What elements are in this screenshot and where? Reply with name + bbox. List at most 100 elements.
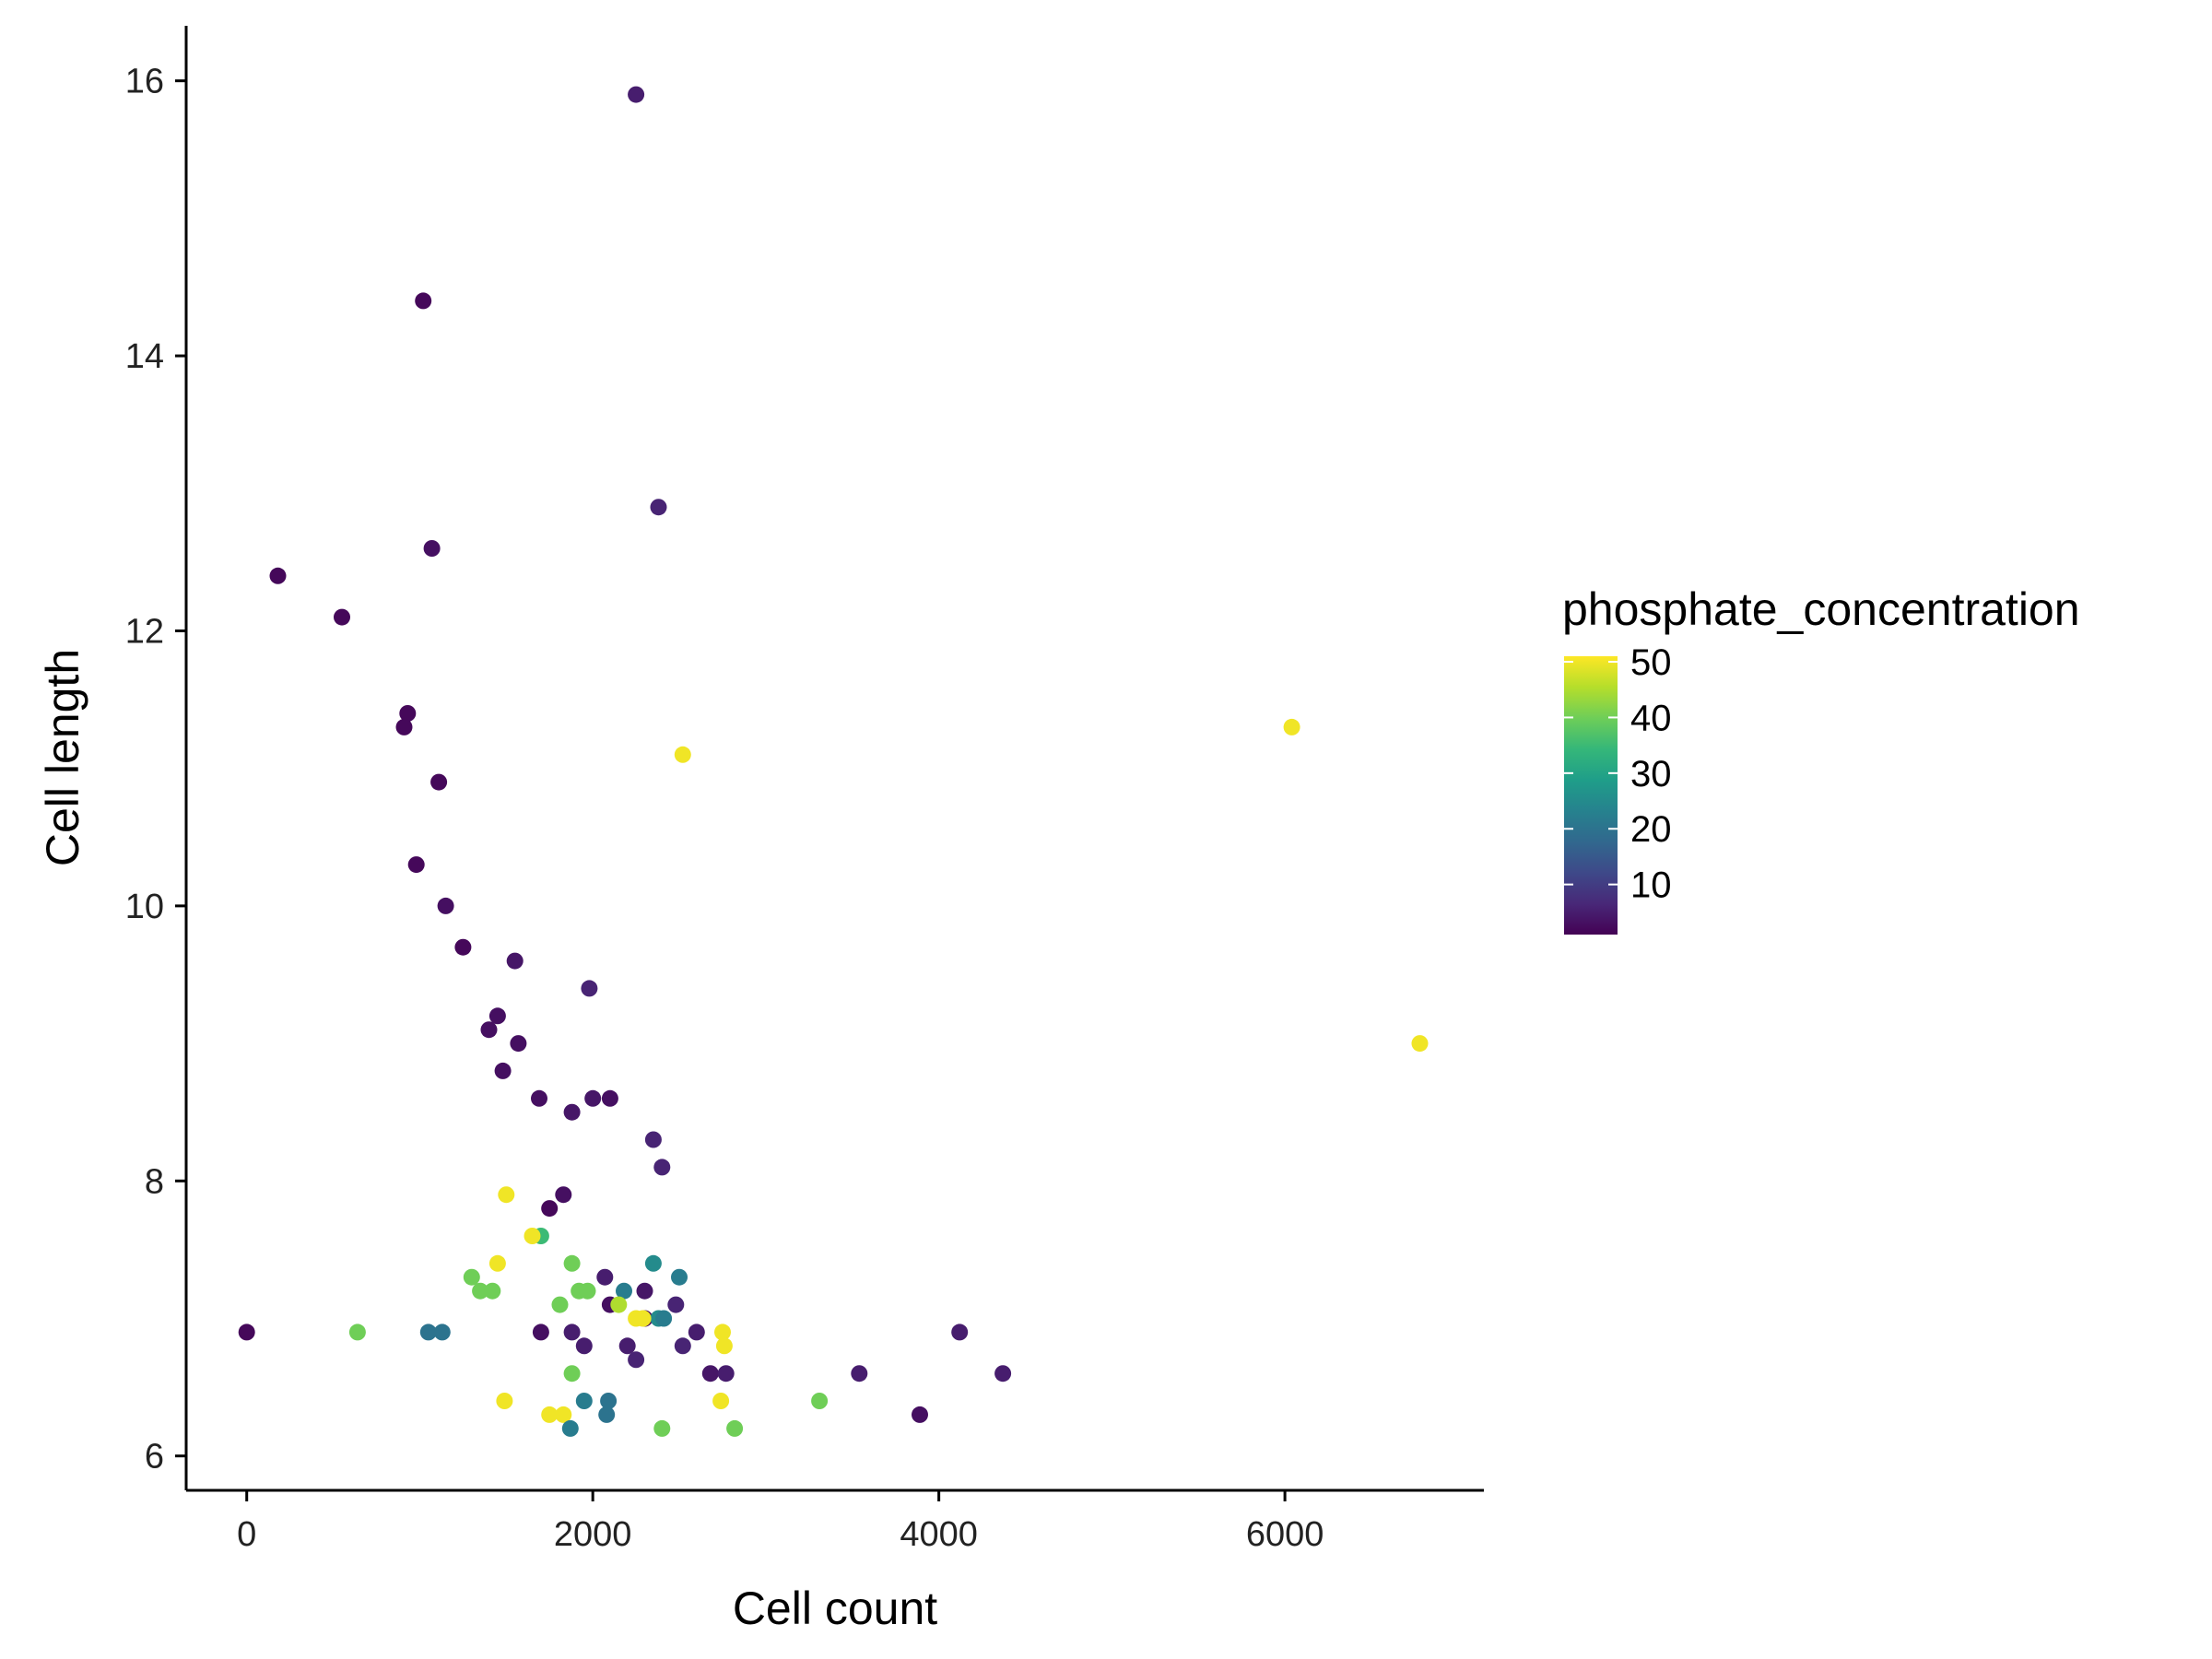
data-point xyxy=(407,856,425,874)
legend-title: phosphate_concentration xyxy=(1562,583,2080,635)
data-point xyxy=(433,1324,451,1341)
data-point xyxy=(581,980,598,997)
data-point xyxy=(555,1406,572,1423)
data-point xyxy=(395,718,413,735)
data-point xyxy=(912,1406,928,1423)
x-tick-label: 6000 xyxy=(1246,1515,1324,1554)
data-point xyxy=(598,1406,616,1423)
data-point xyxy=(524,1228,541,1244)
data-point xyxy=(811,1393,829,1409)
y-tick-label: 6 xyxy=(145,1438,164,1477)
data-point xyxy=(463,1268,480,1286)
data-point xyxy=(238,1324,255,1341)
data-point xyxy=(618,1337,636,1355)
data-point xyxy=(579,1282,596,1300)
legend-tick-label: 50 xyxy=(1630,642,1672,683)
data-point xyxy=(555,1186,572,1204)
data-point xyxy=(541,1200,559,1218)
data-point xyxy=(584,1089,602,1107)
data-point xyxy=(269,567,287,584)
data-point xyxy=(667,1296,685,1313)
data-point xyxy=(600,1393,618,1409)
data-point xyxy=(484,1282,501,1300)
colorbar-legend: phosphate_concentration 10 20 30 40 50 xyxy=(1562,583,2080,935)
data-point xyxy=(951,1324,969,1341)
data-point xyxy=(636,1282,653,1300)
data-point xyxy=(415,292,432,310)
data-point xyxy=(650,499,667,516)
data-point xyxy=(701,1365,719,1382)
data-point xyxy=(674,746,691,763)
data-point xyxy=(494,1062,512,1079)
data-point xyxy=(726,1419,744,1437)
data-point xyxy=(671,1268,688,1286)
data-point xyxy=(488,1007,506,1025)
data-point xyxy=(1283,718,1300,735)
data-point xyxy=(488,1254,506,1272)
data-point xyxy=(628,86,645,103)
data-point xyxy=(575,1337,593,1355)
data-point xyxy=(717,1365,735,1382)
data-point xyxy=(506,952,524,970)
data-point xyxy=(596,1268,614,1286)
data-point xyxy=(430,773,448,791)
legend-tick-label: 40 xyxy=(1630,698,1672,738)
data-point xyxy=(541,1406,559,1423)
y-tick-label: 12 xyxy=(125,612,164,651)
legend-tick-label: 30 xyxy=(1630,754,1672,794)
data-point xyxy=(437,897,454,914)
data-point xyxy=(601,1089,618,1107)
data-point xyxy=(480,1021,498,1039)
data-point xyxy=(628,1351,645,1369)
y-tick-label: 10 xyxy=(125,888,164,926)
data-point xyxy=(419,1324,437,1341)
y-axis-title: Cell length xyxy=(37,649,88,866)
data-point xyxy=(655,1310,673,1327)
y-tick-label: 16 xyxy=(125,63,164,101)
data-point xyxy=(563,1254,581,1272)
data-point xyxy=(498,1186,515,1204)
data-point xyxy=(563,1103,581,1121)
data-point xyxy=(688,1324,705,1341)
data-point xyxy=(653,1159,671,1176)
data-point xyxy=(714,1324,731,1341)
data-point xyxy=(644,1254,662,1272)
data-point xyxy=(531,1089,547,1107)
data-point xyxy=(334,608,350,626)
data-point xyxy=(472,1282,489,1300)
data-point xyxy=(551,1296,569,1313)
y-tick-label: 8 xyxy=(145,1162,164,1201)
data-point xyxy=(575,1393,593,1409)
points-layer xyxy=(238,86,1429,1437)
data-point xyxy=(348,1324,366,1341)
data-point xyxy=(532,1324,549,1341)
data-point xyxy=(712,1393,730,1409)
x-axis-title: Cell count xyxy=(733,1583,937,1634)
data-point xyxy=(561,1419,579,1437)
data-point xyxy=(454,938,472,956)
data-point xyxy=(616,1282,632,1300)
data-point xyxy=(653,1419,671,1437)
data-point xyxy=(644,1131,662,1148)
data-point xyxy=(563,1365,581,1382)
legend-ticks: 10 20 30 40 50 xyxy=(1564,642,1672,906)
data-point xyxy=(634,1310,652,1327)
data-point xyxy=(423,540,441,557)
data-point xyxy=(674,1337,691,1355)
data-point xyxy=(851,1365,868,1382)
y-ticks: 6 8 10 12 14 16 xyxy=(125,63,186,1477)
data-point xyxy=(1411,1035,1429,1053)
x-tick-label: 4000 xyxy=(900,1515,978,1554)
legend-tick-label: 20 xyxy=(1630,809,1672,850)
colorbar xyxy=(1564,656,1618,935)
x-ticks: 0 2000 4000 6000 xyxy=(237,1490,1324,1554)
legend-tick-label: 10 xyxy=(1630,865,1672,906)
y-tick-label: 14 xyxy=(125,337,164,376)
data-point xyxy=(610,1296,628,1313)
x-tick-label: 0 xyxy=(237,1515,256,1554)
data-point xyxy=(496,1393,513,1409)
data-point xyxy=(399,705,417,722)
x-tick-label: 2000 xyxy=(554,1515,632,1554)
data-point xyxy=(563,1324,581,1341)
